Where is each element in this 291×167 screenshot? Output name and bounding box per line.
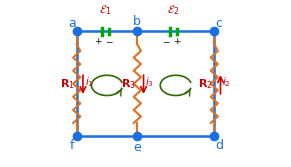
Text: d: d: [215, 139, 223, 152]
Text: $i_3$: $i_3$: [145, 75, 154, 89]
Text: R$_2$: R$_2$: [198, 77, 213, 91]
Text: $i_2$: $i_2$: [222, 75, 231, 89]
Text: +: +: [94, 37, 101, 46]
Text: R$_1$: R$_1$: [60, 77, 75, 91]
Text: $\mathcal{E}_1$: $\mathcal{E}_1$: [99, 3, 112, 17]
Text: c: c: [216, 17, 223, 30]
Text: R$_3$: R$_3$: [121, 77, 136, 91]
Text: e: e: [134, 141, 141, 154]
Text: b: b: [133, 15, 141, 28]
Text: f: f: [70, 139, 74, 152]
Text: $i_1$: $i_1$: [85, 75, 93, 89]
Text: $\mathcal{E}_2$: $\mathcal{E}_2$: [167, 3, 180, 17]
Text: −: −: [162, 37, 169, 46]
Text: +: +: [173, 37, 181, 46]
Text: a: a: [68, 17, 76, 30]
Text: −: −: [105, 37, 113, 46]
